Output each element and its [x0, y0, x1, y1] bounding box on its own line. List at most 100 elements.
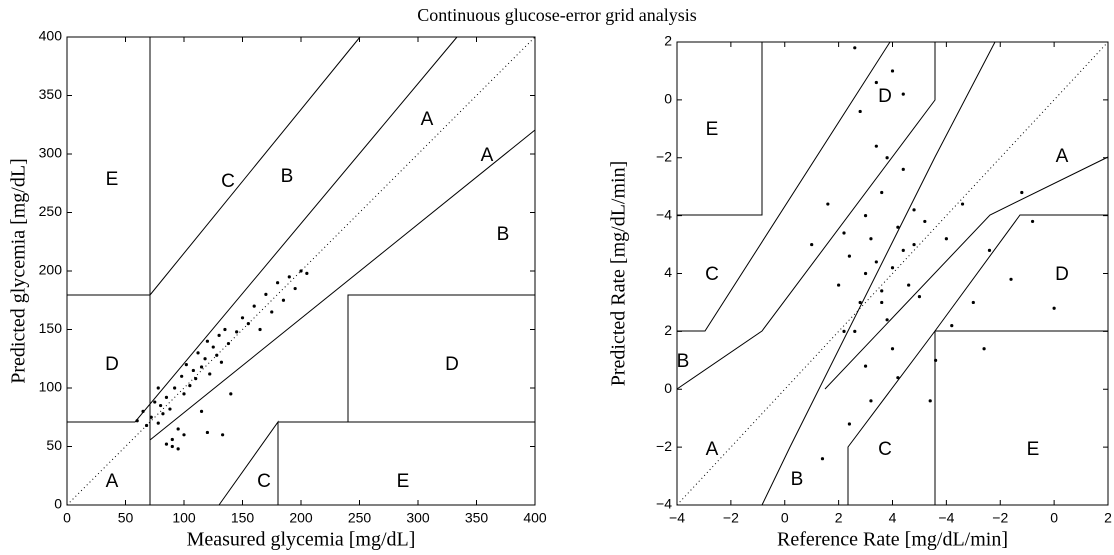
x-tick-label: 200	[289, 510, 313, 526]
zone-label: C	[878, 439, 892, 460]
point	[853, 46, 857, 50]
x-tick-label: 0	[781, 510, 789, 526]
x-tick-label: −4	[669, 510, 685, 526]
point	[890, 347, 895, 351]
point	[982, 347, 986, 351]
point	[221, 433, 225, 437]
zone-label: A	[481, 145, 494, 166]
y-tick-label: 0	[664, 91, 672, 107]
point	[240, 316, 245, 320]
y-tick-label: 2	[664, 322, 672, 338]
x-tick-label: 350	[465, 510, 489, 526]
y-axis-label: Predicted glycemia [mg/dL]	[8, 158, 30, 383]
point	[858, 300, 862, 305]
x-tick-label: 50	[118, 510, 134, 526]
x-tick-label: 250	[348, 510, 372, 526]
point	[156, 421, 160, 425]
point	[217, 333, 221, 337]
point	[281, 298, 286, 302]
zone-label: B	[791, 469, 804, 490]
point	[164, 395, 169, 399]
zone-line	[149, 129, 536, 441]
point	[890, 69, 895, 73]
point	[896, 376, 900, 380]
point	[863, 271, 868, 276]
point	[874, 80, 878, 85]
point	[869, 399, 873, 403]
point	[1020, 190, 1024, 195]
point	[880, 300, 884, 305]
point	[820, 457, 825, 461]
point	[847, 254, 852, 258]
zone-label: E	[397, 471, 410, 492]
zone-label: C	[257, 471, 271, 492]
point	[923, 219, 927, 224]
point	[184, 363, 188, 367]
x-axis-label: Reference Rate [mg/dL/min]	[777, 529, 1008, 551]
point	[182, 433, 186, 437]
point	[874, 260, 878, 264]
point	[252, 304, 256, 308]
point	[276, 281, 280, 285]
y-tick-label: 400	[39, 28, 63, 44]
point	[229, 392, 233, 396]
zone-label: A	[421, 109, 434, 130]
point	[842, 329, 846, 333]
point	[869, 237, 873, 241]
x-axis-label: Measured glycemia [mg/dL]	[187, 529, 416, 551]
zone-lines-right	[676, 41, 1109, 506]
point	[880, 190, 884, 195]
y-tick-label: 200	[39, 262, 63, 278]
point	[235, 330, 239, 334]
point	[299, 269, 303, 273]
x-tick-label: −2	[723, 510, 739, 526]
point	[170, 437, 174, 442]
x-tick-label: 0	[63, 510, 71, 526]
point	[176, 427, 180, 431]
x-tick-label: 2	[1104, 510, 1112, 526]
zone-label: E	[706, 119, 719, 140]
point	[159, 403, 163, 408]
point	[156, 386, 160, 390]
point	[853, 329, 857, 333]
x-tick-label: 2	[835, 510, 843, 526]
point	[176, 447, 180, 451]
x-tick-label: 150	[231, 510, 255, 526]
point	[858, 109, 862, 114]
point	[1030, 219, 1035, 224]
point	[226, 341, 231, 346]
zone-label: C	[705, 264, 719, 285]
point	[199, 409, 204, 413]
point	[219, 360, 224, 364]
point	[173, 386, 177, 390]
point	[880, 289, 884, 293]
point	[907, 283, 911, 287]
point	[141, 409, 145, 413]
zone-lines-left	[66, 36, 536, 506]
point	[810, 242, 814, 247]
zone-line	[677, 41, 891, 332]
point	[205, 430, 209, 435]
zone-line	[847, 214, 1108, 505]
point	[1052, 306, 1056, 310]
x-tick-label: 0	[1050, 510, 1058, 526]
point	[874, 144, 878, 148]
point	[161, 412, 165, 416]
point	[264, 292, 268, 296]
x-tick-label: −2	[992, 510, 1008, 526]
point	[258, 327, 262, 332]
point	[135, 419, 139, 423]
zone-label: B	[281, 166, 294, 187]
point	[168, 407, 172, 411]
y-tick-label: 350	[39, 86, 63, 102]
point	[208, 372, 212, 376]
point	[901, 92, 905, 96]
point	[950, 323, 954, 328]
point	[837, 283, 841, 287]
zone-line	[218, 420, 279, 506]
zone-label: D	[105, 354, 119, 375]
y-tick-label: −4	[656, 206, 672, 222]
x-tick-label: 300	[406, 510, 430, 526]
